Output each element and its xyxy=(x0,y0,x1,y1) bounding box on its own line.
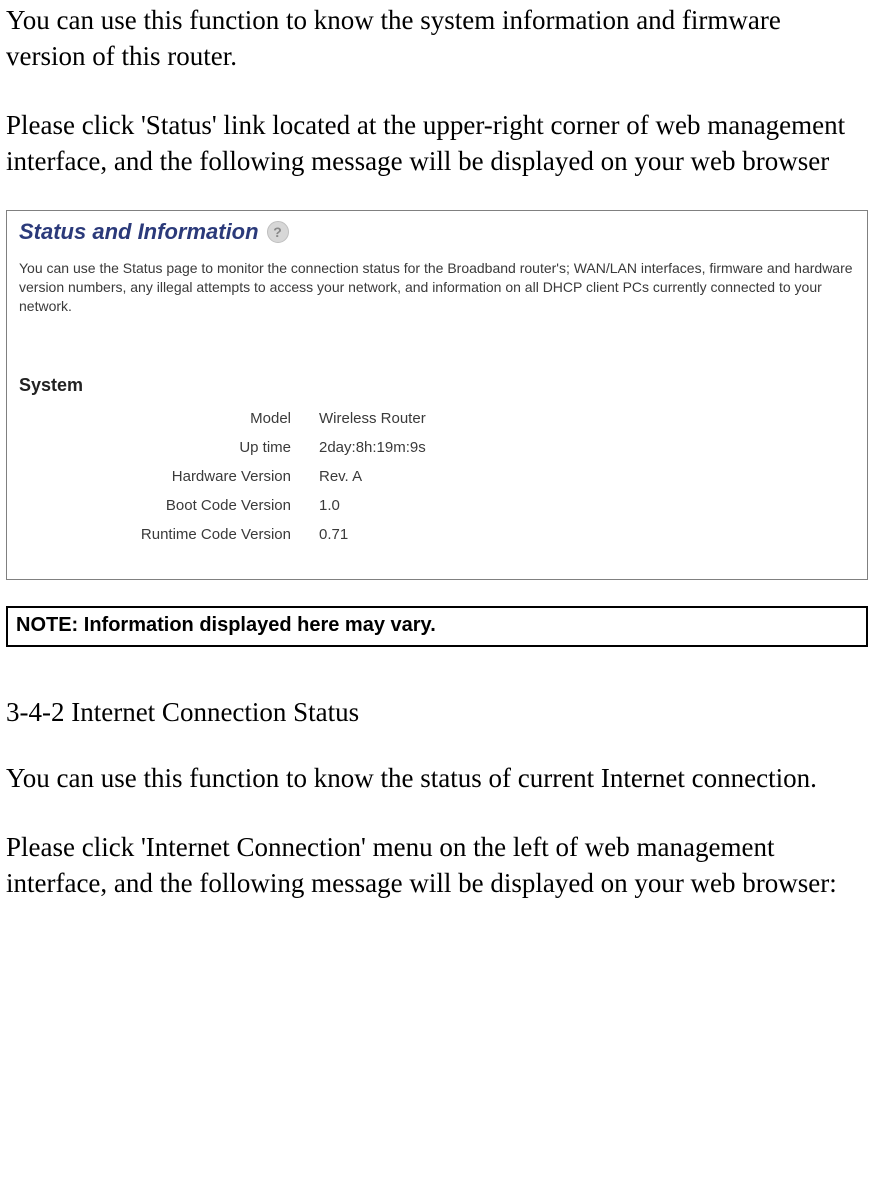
table-row: Up time 2day:8h:19m:9s xyxy=(19,439,855,456)
row-label: Hardware Version xyxy=(19,468,319,485)
system-heading: System xyxy=(19,375,855,396)
router-screenshot: Status and Information ? You can use the… xyxy=(6,210,868,581)
note-text: NOTE: Information displayed here may var… xyxy=(16,614,436,636)
intro-paragraph-1: You can use this function to know the sy… xyxy=(6,0,854,75)
help-icon[interactable]: ? xyxy=(267,221,289,243)
section-paragraph-1: You can use this function to know the st… xyxy=(6,758,854,796)
row-value: Rev. A xyxy=(319,468,855,485)
table-row: Runtime Code Version 0.71 xyxy=(19,526,855,543)
row-value: Wireless Router xyxy=(319,410,855,427)
router-screenshot-inner: Status and Information ? You can use the… xyxy=(7,211,867,580)
table-row: Boot Code Version 1.0 xyxy=(19,497,855,514)
screenshot-title: Status and Information xyxy=(19,219,259,245)
row-value: 0.71 xyxy=(319,526,855,543)
intro-paragraph-2: Please click 'Status' link located at th… xyxy=(6,105,854,180)
paragraph-gap xyxy=(0,75,874,105)
screenshot-description: You can use the Status page to monitor t… xyxy=(19,259,855,316)
row-label: Up time xyxy=(19,439,319,456)
document-page: You can use this function to know the sy… xyxy=(0,0,874,902)
row-value: 2day:8h:19m:9s xyxy=(319,439,855,456)
screenshot-title-row: Status and Information ? xyxy=(19,219,855,245)
system-table: Model Wireless Router Up time 2day:8h:19… xyxy=(19,410,855,543)
table-row: Hardware Version Rev. A xyxy=(19,468,855,485)
row-value: 1.0 xyxy=(319,497,855,514)
row-label: Model xyxy=(19,410,319,427)
note-box: NOTE: Information displayed here may var… xyxy=(6,606,868,647)
paragraph-gap xyxy=(0,728,874,758)
row-label: Runtime Code Version xyxy=(19,526,319,543)
section-heading: 3-4-2 Internet Connection Status xyxy=(6,697,854,728)
section-paragraph-2: Please click 'Internet Connection' menu … xyxy=(6,827,854,902)
row-label: Boot Code Version xyxy=(19,497,319,514)
table-row: Model Wireless Router xyxy=(19,410,855,427)
paragraph-gap xyxy=(0,797,874,827)
